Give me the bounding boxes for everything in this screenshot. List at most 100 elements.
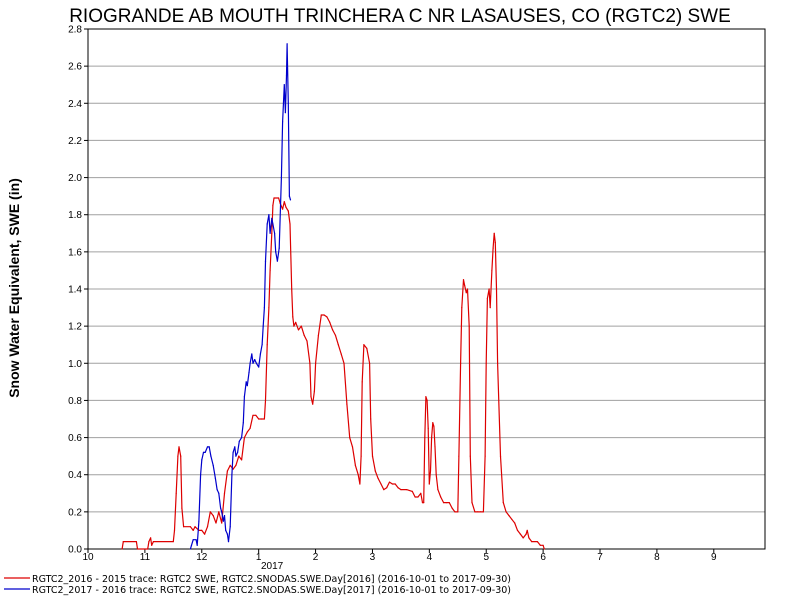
data-point (435, 474, 437, 476)
data-point (243, 437, 245, 439)
data-point (484, 455, 486, 457)
y-tick-label: 1.4 (68, 285, 82, 296)
data-point (432, 422, 434, 424)
y-tick-label: 0.0 (68, 545, 82, 556)
x-tick-label: 6 (540, 552, 546, 563)
data-point (209, 511, 211, 513)
x-tick-label: 4 (427, 552, 433, 563)
data-point (417, 496, 419, 498)
y-tick-label: 2.0 (68, 173, 82, 184)
data-point (214, 477, 216, 479)
data-point (386, 487, 388, 489)
x-axis-year-label: 2017 (261, 561, 284, 572)
x-tick-label: 12 (196, 552, 208, 563)
data-point (411, 490, 413, 492)
data-point (252, 414, 254, 416)
data-point (223, 515, 226, 517)
data-point (180, 455, 182, 457)
data-point (122, 541, 124, 543)
data-point (189, 526, 191, 528)
data-point (195, 539, 197, 541)
data-point (310, 396, 312, 398)
y-tick-label: 1.2 (68, 322, 82, 333)
data-point (246, 431, 248, 433)
data-point (172, 541, 174, 543)
data-point (400, 489, 402, 491)
data-point (175, 492, 177, 494)
data-point (255, 362, 257, 364)
data-point (451, 507, 453, 509)
x-tick-label: 10 (82, 552, 94, 563)
data-point (251, 353, 253, 355)
data-point (249, 362, 251, 364)
data-point (246, 385, 248, 387)
data-point (486, 297, 488, 299)
data-point (528, 537, 530, 539)
data-point (264, 260, 267, 262)
data-point (519, 533, 522, 535)
x-axis-ticks: 10 11 12 1 2 3 4 5 6 7 8 9 (82, 549, 717, 563)
data-point (383, 489, 385, 491)
data-point (254, 359, 256, 361)
data-point (183, 526, 185, 528)
data-point (241, 437, 243, 439)
data-point (248, 372, 250, 374)
y-tick-label: 0.2 (68, 507, 82, 518)
data-point (429, 470, 432, 472)
data-point (148, 541, 150, 543)
data-point (300, 325, 302, 327)
data-point (424, 437, 426, 439)
data-point (189, 548, 191, 550)
data-point (394, 483, 396, 485)
data-point (258, 418, 260, 420)
data-point (208, 446, 210, 448)
data-point (542, 544, 544, 546)
data-point (196, 544, 198, 546)
data-point (312, 403, 314, 405)
data-point (526, 529, 528, 532)
data-point (297, 329, 300, 331)
data-point (536, 541, 539, 543)
series-lines (121, 43, 545, 550)
data-point (218, 511, 220, 513)
data-point (309, 362, 311, 364)
data-point (492, 247, 494, 249)
data-point (152, 541, 154, 543)
data-point (317, 334, 319, 336)
data-point (245, 381, 247, 383)
data-point (360, 455, 362, 457)
data-point (499, 455, 502, 457)
data-point (262, 325, 264, 327)
data-point (465, 292, 467, 294)
data-point (284, 112, 286, 114)
series-line-1 (121, 197, 545, 550)
data-point (287, 102, 289, 104)
data-point (511, 518, 513, 520)
y-tick-label: 1.8 (68, 210, 82, 221)
data-point (218, 492, 220, 494)
data-point (147, 548, 149, 550)
data-point (491, 269, 493, 271)
data-point (477, 511, 479, 513)
data-point (190, 544, 193, 546)
data-point (261, 344, 263, 346)
data-point (346, 403, 348, 405)
data-point (380, 483, 382, 485)
data-point (479, 511, 482, 513)
data-point (289, 223, 291, 225)
data-point (460, 362, 462, 364)
data-point (285, 74, 288, 76)
data-point (495, 288, 498, 290)
data-point (361, 381, 363, 383)
series-2 (189, 43, 292, 550)
data-point (443, 502, 445, 504)
data-point (202, 451, 205, 453)
data-point (223, 492, 226, 494)
data-point (231, 474, 233, 476)
data-point (464, 284, 466, 286)
data-point (243, 396, 245, 398)
y-tick-label: 2.4 (68, 99, 82, 110)
data-point (210, 455, 212, 457)
data-point (425, 396, 427, 398)
data-point (426, 399, 428, 401)
